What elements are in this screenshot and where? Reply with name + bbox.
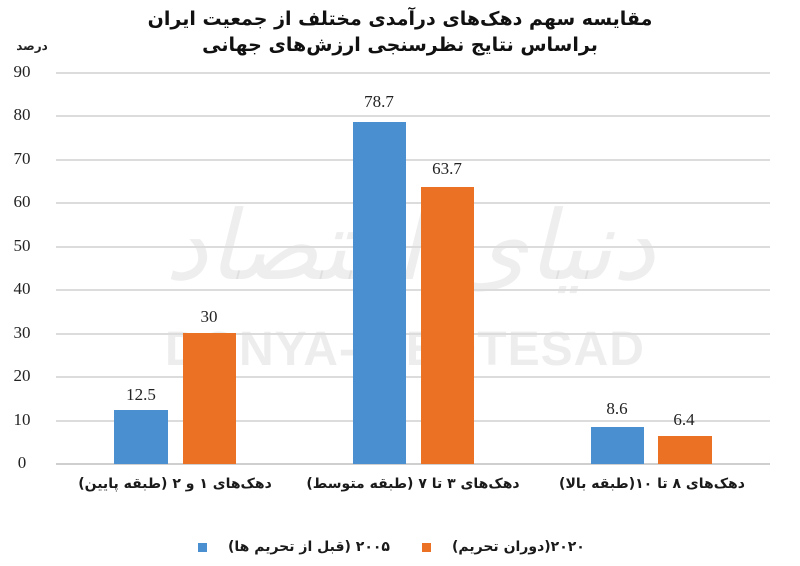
bar-2020-upper-class — [658, 436, 712, 464]
gridline-90 — [56, 72, 770, 74]
value-label-2005-upper-class: 8.6 — [606, 399, 628, 418]
chart-title: مقایسه سهم دهک‌های درآمدی مختلف از جمعیت… — [0, 6, 800, 58]
legend-swatch-2005 — [198, 536, 207, 558]
bar-2020-middle-class — [421, 187, 474, 464]
gridline-70 — [56, 159, 770, 161]
gridline-80 — [56, 115, 770, 117]
y-tick-80: 80 — [13, 105, 31, 124]
y-axis-unit-label: درصد — [16, 39, 48, 53]
gridline-30 — [56, 333, 770, 335]
category-label-upper-class: دهک‌های ۸ تا ۱۰(طبقه بالا) — [559, 476, 745, 492]
x-axis-line — [56, 463, 770, 465]
value-label-2005-low-class: 12.5 — [126, 385, 156, 404]
chart-title-line-2: براساس نتایج نظرسنجی ارزش‌های جهانی — [202, 34, 598, 56]
y-tick-30: 30 — [13, 323, 31, 342]
legend-label-2005: ۲۰۰۵ (قبل از تحریم ها) — [228, 539, 390, 555]
y-tick-10: 10 — [13, 410, 31, 429]
y-tick-50: 50 — [13, 236, 31, 255]
bar-2005-low-class — [114, 410, 168, 464]
bar-2005-upper-class — [591, 427, 644, 464]
y-tick-60: 60 — [13, 192, 31, 211]
value-label-2020-low-class: 30 — [200, 307, 218, 326]
bar-2020-low-class — [183, 333, 236, 464]
legend-swatch-orange-icon — [422, 542, 431, 552]
gridline-50 — [56, 246, 770, 248]
gridline-60 — [56, 202, 770, 204]
y-tick-20: 20 — [13, 366, 31, 385]
gridline-10 — [56, 420, 770, 422]
y-tick-0: 0 — [17, 453, 27, 472]
y-tick-90: 90 — [13, 62, 31, 81]
legend-label-2020: ۲۰۲۰(دوران تحریم) — [452, 539, 585, 555]
category-label-low-class: دهک‌های ۱ و ۲ (طبقه پایین) — [78, 476, 272, 492]
legend-swatch-2020 — [422, 536, 431, 558]
value-label-2020-upper-class: 6.4 — [673, 410, 695, 429]
category-label-middle-class: دهک‌های ۳ تا ۷ (طبقه متوسط) — [306, 476, 520, 492]
y-tick-40: 40 — [13, 279, 31, 298]
value-label-2005-middle-class: 78.7 — [364, 92, 394, 111]
value-label-2020-middle-class: 63.7 — [432, 159, 462, 178]
gridline-20 — [56, 376, 770, 378]
bar-2005-middle-class — [353, 122, 406, 464]
legend-swatch-blue-icon — [198, 542, 207, 552]
chart-title-line-1: مقایسه سهم دهک‌های درآمدی مختلف از جمعیت… — [147, 8, 653, 30]
gridline-40 — [56, 289, 770, 291]
y-tick-70: 70 — [13, 149, 31, 168]
